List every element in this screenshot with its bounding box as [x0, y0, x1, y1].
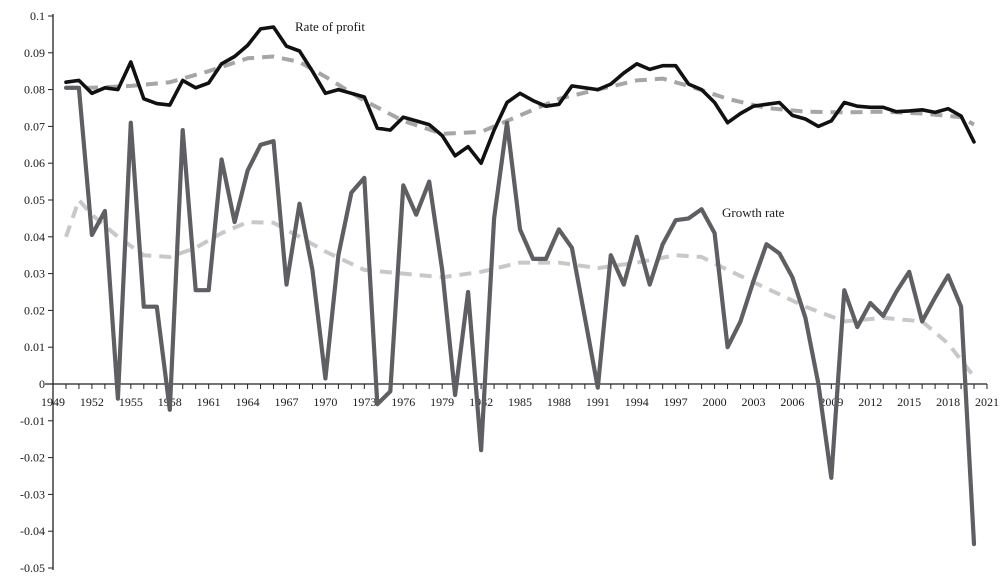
- y-tick-label: -0.05: [20, 561, 45, 575]
- x-tick-label: 1955: [119, 395, 143, 409]
- x-tick-label: 1982: [469, 395, 493, 409]
- x-tick-label: 1985: [508, 395, 532, 409]
- x-tick-label: 2003: [742, 395, 766, 409]
- x-tick-label: 1967: [275, 395, 299, 409]
- series-line-growth-rate-trend: [64, 198, 976, 378]
- x-tick-label: 1973: [352, 395, 376, 409]
- series-line-growth-rate: [63, 85, 977, 547]
- x-tick-label: 2012: [858, 395, 882, 409]
- x-tick-label: 2021: [975, 395, 999, 409]
- y-tick-label: 0: [39, 377, 45, 391]
- y-tick-label: 0.08: [24, 83, 45, 97]
- x-tick-label: 1979: [430, 395, 454, 409]
- x-tick-label: 1949: [41, 395, 65, 409]
- y-tick-label: 0.06: [24, 156, 45, 170]
- y-tick-label: -0.03: [20, 487, 45, 501]
- y-tick-label: 0.03: [24, 267, 45, 281]
- x-tick-label: 2006: [780, 395, 804, 409]
- annotation-growth-rate: Growth rate: [722, 205, 785, 220]
- series-line-rate-of-profit: [64, 25, 976, 165]
- y-tick-label: 0.05: [24, 193, 45, 207]
- x-tick-label: 1952: [80, 395, 104, 409]
- annotation-rate-of-profit: Rate of profit: [295, 19, 365, 34]
- series-layer: [63, 25, 977, 547]
- y-tick-label: 0.09: [24, 46, 45, 60]
- x-tick-label: 1991: [586, 395, 610, 409]
- x-tick-label: 2015: [897, 395, 921, 409]
- y-tick-label: 0.02: [24, 303, 45, 317]
- y-tick-label: -0.01: [20, 414, 45, 428]
- x-tick-label: 1997: [664, 395, 688, 409]
- x-tick-label: 1976: [391, 395, 415, 409]
- x-tick-label: 1961: [197, 395, 221, 409]
- x-tick-label: 2000: [703, 395, 727, 409]
- x-tick-label: 1970: [313, 395, 337, 409]
- axes: 0.1 0.09 0.08 0.07 0.06 0.05 0.04 0.03 0.02 0.01 0…: [20, 9, 999, 575]
- x-tick-label: 2018: [936, 395, 960, 409]
- series-line-rate-of-profit-trend: [66, 54, 975, 136]
- x-tick-label: 1988: [547, 395, 571, 409]
- y-tick-label: 0.07: [24, 119, 45, 133]
- x-tick-label: 1964: [236, 395, 260, 409]
- y-tick-label: -0.04: [20, 524, 45, 538]
- y-tick-label: 0.01: [24, 340, 45, 354]
- y-tick-label: 0.1: [30, 9, 45, 23]
- x-tick-label: 1994: [625, 395, 649, 409]
- y-tick-label: -0.02: [20, 451, 45, 465]
- y-tick-label: 0.04: [24, 230, 45, 244]
